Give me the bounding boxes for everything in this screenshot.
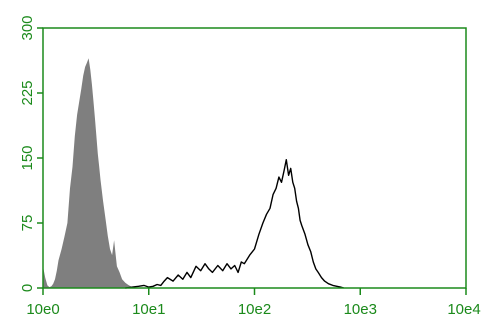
plot-area: [43, 58, 345, 289]
x-tick-label: 10e0: [26, 301, 59, 318]
x-tick-label: 10e4: [447, 301, 480, 318]
x-tick-label: 10e1: [132, 301, 165, 318]
y-tick-label: 75: [19, 215, 36, 232]
tick-labels: 0 75 150 225 300 10e0 10e1 10e2 10e3 10e4: [19, 15, 481, 318]
y-tick-label: 300: [19, 15, 36, 40]
y-tick-label: 150: [19, 145, 36, 170]
axes: [37, 27, 467, 295]
x-tick-label: 10e2: [238, 301, 271, 318]
histogram-series-2-line: [125, 159, 345, 289]
histogram-series-1-filled: [43, 58, 136, 288]
y-tick-label: 0: [19, 284, 36, 292]
y-tick-label: 225: [19, 80, 36, 105]
x-tick-label: 10e3: [344, 301, 377, 318]
